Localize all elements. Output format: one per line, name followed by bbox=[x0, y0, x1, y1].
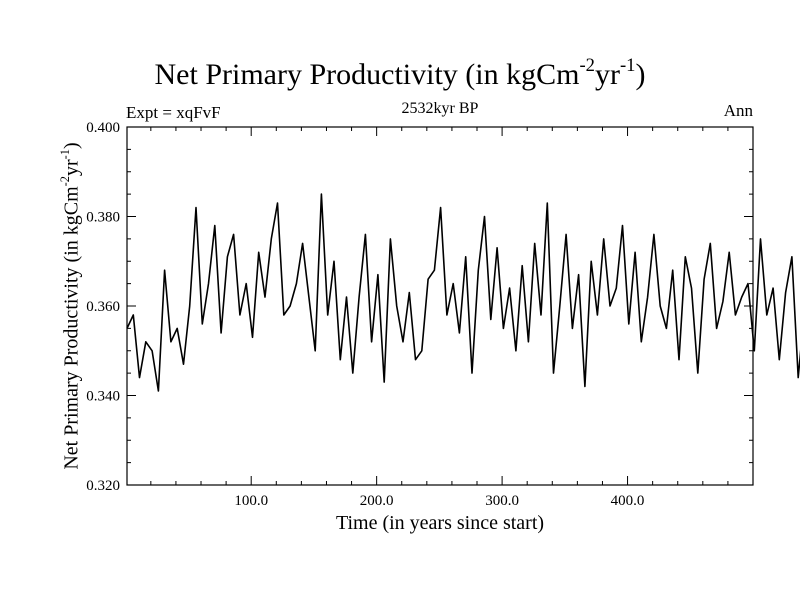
season-label: Ann bbox=[723, 101, 753, 120]
x-tick-label: 200.0 bbox=[360, 493, 394, 509]
x-axis-label: Time (in years since start) bbox=[335, 512, 545, 534]
y-tick-label: 0.320 bbox=[86, 478, 120, 494]
chart-title: Net Primary Productivity (in kgCm-2yr-1) bbox=[154, 54, 646, 91]
series-line-0 bbox=[126, 193, 800, 392]
y-tick-label: 0.400 bbox=[86, 120, 120, 136]
y-tick-label: 0.380 bbox=[86, 210, 120, 226]
experiment-label: Expt = xqFvF bbox=[126, 103, 221, 122]
x-tick-label: 400.0 bbox=[611, 493, 645, 509]
plot-frame bbox=[126, 126, 754, 486]
chart-subtitle: 2532kyr BP bbox=[401, 100, 479, 117]
y-tick-label: 0.340 bbox=[86, 389, 120, 405]
x-tick-label: 100.0 bbox=[234, 493, 268, 509]
y-tick-label: 0.360 bbox=[86, 299, 120, 315]
x-tick-label: 300.0 bbox=[485, 493, 519, 509]
